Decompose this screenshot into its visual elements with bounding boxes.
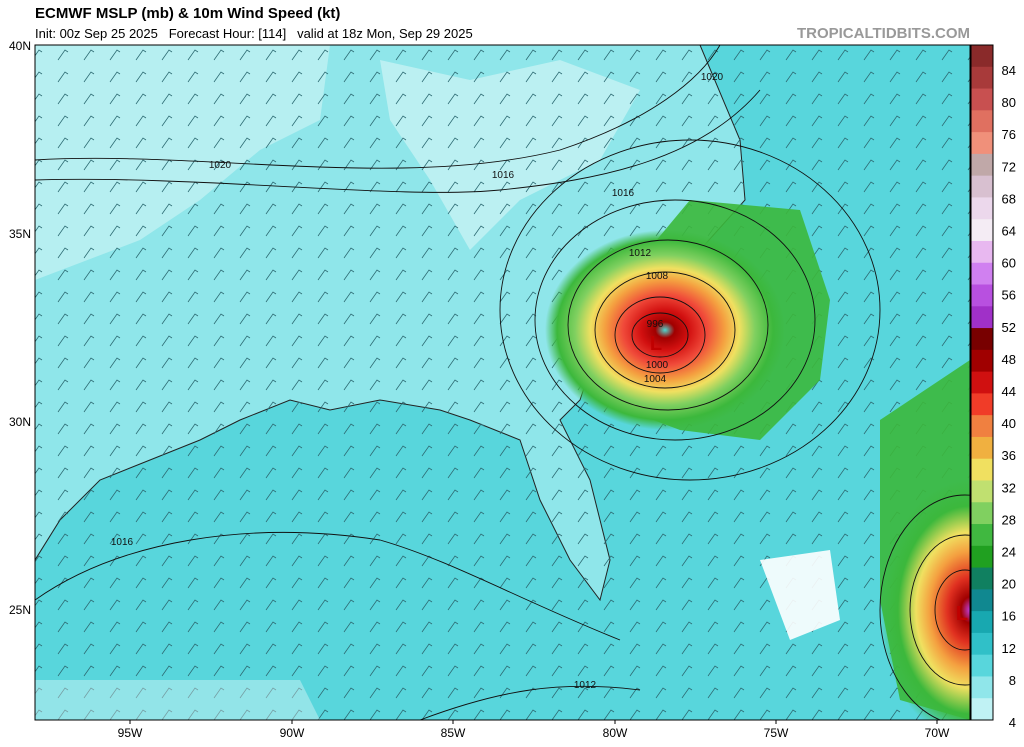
lon-label: 75W <box>764 726 789 740</box>
colorbar-label: 64 <box>1002 224 1016 239</box>
colorbar-swatch <box>971 371 993 394</box>
lat-label: 25N <box>9 603 31 617</box>
colorbar-label: 84 <box>1002 63 1016 78</box>
colorbar-swatch <box>971 262 993 286</box>
subtitle: Init: 00z Sep 25 2025 Forecast Hour: [11… <box>35 26 473 41</box>
colorbar-label: 40 <box>1002 416 1016 431</box>
colorbar-swatch <box>971 240 993 264</box>
colorbar-label: 36 <box>1002 448 1016 463</box>
colorbar-swatch <box>971 415 993 438</box>
lon-label: 85W <box>441 726 466 740</box>
colorbar-swatch <box>971 502 993 525</box>
colorbar-swatch <box>971 153 993 177</box>
colorbar-swatch <box>971 698 993 721</box>
isobar-label: 1020 <box>209 160 232 171</box>
colorbar-swatch <box>971 88 993 111</box>
colorbar-swatch <box>971 589 993 612</box>
isobar-label: 1004 <box>644 374 667 385</box>
colorbar-swatch <box>971 45 993 68</box>
colorbar-swatch <box>971 306 993 329</box>
colorbar-swatch <box>971 393 993 416</box>
isobar-label: 1012 <box>574 680 597 691</box>
title: ECMWF MSLP (mb) & 10m Wind Speed (kt) <box>35 5 340 22</box>
isobar-label: 996 <box>647 319 664 330</box>
low-marker: L <box>956 603 968 625</box>
colorbar-swatch <box>971 676 993 699</box>
isobar-label: 1016 <box>111 537 134 548</box>
lat-label: 40N <box>9 39 31 53</box>
colorbar-label: 68 <box>1002 191 1016 206</box>
isobar-label: 1000 <box>646 360 669 371</box>
lon-label: 80W <box>603 726 628 740</box>
colorbar-swatch <box>971 175 993 198</box>
lat-label: 30N <box>9 415 31 429</box>
colorbar-label: 8 <box>1009 673 1016 688</box>
colorbar-swatch <box>971 458 993 481</box>
colorbar-swatch <box>971 284 993 307</box>
lon-label: 90W <box>280 726 305 740</box>
colorbar-label: 16 <box>1002 609 1016 624</box>
lat-label: 35N <box>9 227 31 241</box>
colorbar-label: 32 <box>1002 480 1016 495</box>
isobar-label: 1012 <box>629 248 652 259</box>
colorbar-swatch <box>971 66 993 90</box>
isobar-label: 1020 <box>701 72 724 83</box>
watermark: TROPICALTIDBITS.COM <box>797 25 970 42</box>
colorbar-swatch <box>971 632 993 656</box>
map-frame <box>34 44 971 721</box>
colorbar-label: 20 <box>1002 577 1016 592</box>
colorbar-label: 28 <box>1002 512 1016 527</box>
colorbar-swatch <box>971 110 993 133</box>
colorbar-label: 12 <box>1002 641 1016 656</box>
isobar-label: 1016 <box>492 170 515 181</box>
isobar-label: 1016 <box>612 188 635 199</box>
low-marker: L <box>650 333 662 355</box>
colorbar-label: 52 <box>1002 320 1016 335</box>
colorbar-swatch <box>971 567 993 590</box>
colorbar-swatch <box>971 611 993 634</box>
colorbar-swatch <box>971 219 993 242</box>
colorbar-swatch <box>971 132 993 155</box>
colorbar-swatch <box>971 545 993 569</box>
colorbar-label: 44 <box>1002 384 1016 399</box>
map-area: 1020 1020 1016 1016 1012 1008 996 1000 1004 1016 1… <box>35 45 970 720</box>
colorbar-label: 24 <box>1002 545 1016 560</box>
colorbar-label: 72 <box>1002 159 1016 174</box>
colorbar-label: 76 <box>1002 127 1016 142</box>
colorbar-swatch <box>971 328 993 351</box>
lon-label: 70W <box>925 726 950 740</box>
colorbar-swatch <box>971 349 993 373</box>
colorbar-frame <box>970 44 994 721</box>
colorbar-label: 80 <box>1002 95 1016 110</box>
colorbar-label: 48 <box>1002 352 1016 367</box>
colorbar-label: 56 <box>1002 288 1016 303</box>
colorbar-swatch <box>971 436 993 460</box>
isobar-label: 1008 <box>646 271 669 282</box>
colorbar-label: 4 <box>1009 715 1016 730</box>
colorbar-swatch <box>971 654 993 677</box>
colorbar-swatch <box>971 197 993 220</box>
lon-label: 95W <box>118 726 143 740</box>
colorbar-swatch <box>971 480 993 503</box>
colorbar-label: 60 <box>1002 256 1016 271</box>
colorbar-swatch <box>971 524 993 547</box>
